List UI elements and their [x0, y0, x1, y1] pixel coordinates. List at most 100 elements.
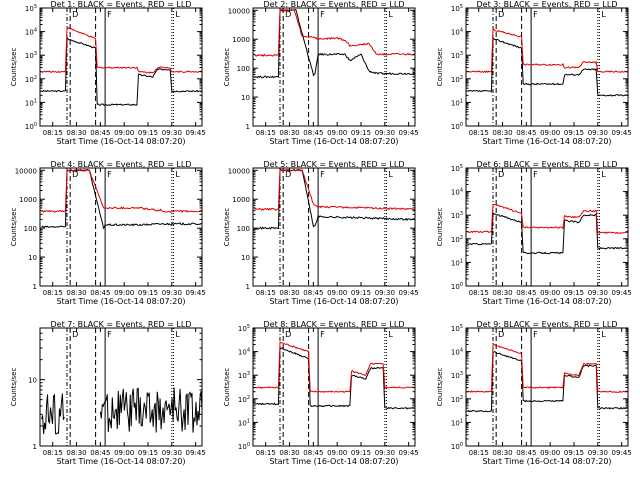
x-tick-label: 08:30: [279, 129, 299, 137]
y-tick-label: 10000: [228, 7, 250, 15]
y-tick-label: 1: [33, 283, 37, 291]
x-tick-label: 09:00: [114, 449, 134, 457]
x-tick-label: 08:15: [469, 289, 489, 297]
x-tick-label: 08:30: [279, 449, 299, 457]
x-tick-label: 08:45: [90, 129, 110, 137]
plot-frame: [39, 167, 203, 287]
y-tick-label: 102: [451, 75, 463, 84]
x-tick-label: 08:45: [303, 129, 323, 137]
marker-label-F: F: [107, 10, 112, 19]
x-axis-label: Start Time (16-Oct-14 08:07:20): [482, 297, 611, 306]
x-tick-label: 08:15: [43, 449, 63, 457]
y-tick-label: 103: [451, 211, 463, 220]
plot-frame: [39, 327, 203, 447]
x-tick-label: 08:45: [516, 449, 536, 457]
series-events: [467, 351, 629, 413]
x-tick-label: 09:00: [540, 129, 560, 137]
marker-label-D: D: [498, 330, 504, 339]
y-axis-label: Counts/sec: [10, 48, 18, 87]
series-lld: [41, 168, 203, 214]
x-tick-label: 09:00: [327, 289, 347, 297]
series-lld: [467, 343, 629, 393]
marker-label-L: L: [175, 170, 180, 179]
y-tick-label: 100: [24, 225, 37, 233]
x-tick-label: 09:45: [612, 449, 632, 457]
y-axis-label: Counts/sec: [436, 48, 444, 87]
x-tick-label: 09:30: [588, 289, 608, 297]
x-tick-label: 09:45: [612, 289, 632, 297]
series-events: [467, 211, 629, 255]
plot-frame: [465, 7, 629, 127]
y-tick-label: 100: [237, 65, 250, 73]
y-tick-label: 100: [238, 442, 250, 451]
x-axis-label: Start Time (16-Oct-14 08:07:20): [269, 297, 398, 306]
x-tick-label: 08:15: [469, 129, 489, 137]
y-tick-label: 104: [25, 28, 37, 37]
x-tick-label: 09:30: [375, 129, 395, 137]
x-tick-label: 09:00: [327, 129, 347, 137]
x-axis-label: Start Time (16-Oct-14 08:07:20): [482, 137, 611, 146]
marker-label-F: F: [320, 330, 325, 339]
x-tick-label: 09:45: [186, 129, 206, 137]
x-tick-label: 09:45: [399, 129, 419, 137]
y-tick-label: 10000: [15, 167, 37, 175]
series-lld: [254, 168, 416, 211]
marker-label-D: D: [72, 10, 78, 19]
y-tick-label: 102: [451, 395, 463, 404]
y-tick-label: 1: [246, 123, 250, 131]
y-tick-label: 101: [451, 98, 463, 107]
x-tick-label: 09:15: [138, 129, 158, 137]
x-tick-label: 09:15: [564, 129, 584, 137]
x-tick-label: 08:15: [43, 129, 63, 137]
x-tick-label: 09:00: [540, 449, 560, 457]
y-tick-label: 105: [25, 4, 37, 13]
marker-label-F: F: [320, 10, 325, 19]
y-axis-label: Counts/sec: [436, 368, 444, 407]
x-tick-label: 08:30: [66, 129, 86, 137]
y-tick-label: 101: [238, 418, 250, 427]
panel-title: Det 3: BLACK = Events, RED = LLD: [477, 0, 618, 9]
y-axis-label: Counts/sec: [223, 368, 231, 407]
y-tick-label: 100: [25, 122, 37, 131]
y-tick-label: 100: [237, 225, 250, 233]
x-tick-label: 08:30: [66, 449, 86, 457]
x-tick-label: 08:45: [90, 449, 110, 457]
panel-title: Det 6: BLACK = Events, RED = LLD: [477, 160, 618, 169]
marker-label-L: L: [388, 170, 393, 179]
x-axis-label: Start Time (16-Oct-14 08:07:20): [482, 457, 611, 466]
x-tick-label: 09:45: [399, 449, 419, 457]
x-tick-label: 09:15: [138, 449, 158, 457]
x-tick-label: 08:15: [256, 129, 276, 137]
x-tick-label: 09:30: [375, 289, 395, 297]
panel-title: Det 2: BLACK = Events, RED = LLD: [264, 0, 405, 9]
x-tick-label: 08:15: [43, 289, 63, 297]
marker-label-D: D: [72, 330, 78, 339]
plot-frame: [252, 327, 416, 447]
marker-label-D: D: [285, 330, 291, 339]
panel-title: Det 5: BLACK = Events, RED = LLD: [264, 160, 405, 169]
x-tick-label: 08:45: [516, 289, 536, 297]
x-tick-label: 08:30: [66, 289, 86, 297]
x-tick-label: 09:45: [186, 449, 206, 457]
x-tick-label: 09:15: [138, 289, 158, 297]
series-events: [254, 346, 416, 410]
marker-label-L: L: [601, 170, 606, 179]
x-axis-label: Start Time (16-Oct-14 08:07:20): [56, 137, 185, 146]
marker-label-F: F: [533, 170, 538, 179]
x-tick-label: 09:45: [612, 129, 632, 137]
plot-frame: [39, 7, 203, 127]
y-tick-label: 103: [451, 51, 463, 60]
y-tick-label: 100: [451, 122, 463, 131]
marker-label-D: D: [498, 10, 504, 19]
x-tick-label: 09:45: [186, 289, 206, 297]
y-tick-label: 103: [451, 371, 463, 380]
y-tick-label: 1: [246, 283, 250, 291]
x-tick-label: 08:45: [90, 289, 110, 297]
y-tick-label: 101: [25, 98, 37, 107]
